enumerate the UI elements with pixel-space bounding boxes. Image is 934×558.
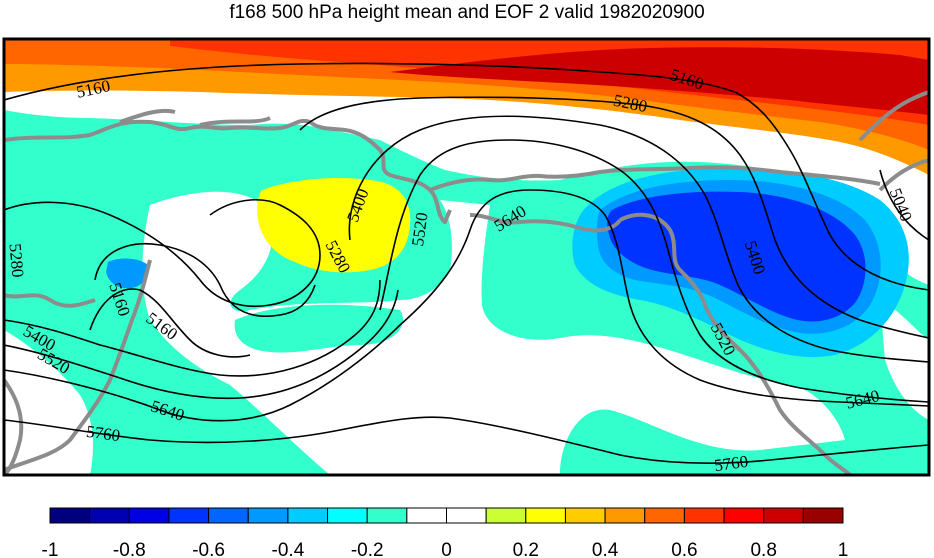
colorbar-tick-label: -0.6 <box>192 540 225 558</box>
colorbar-tick-label: 1 <box>838 540 849 558</box>
contour-5160-west <box>89 288 251 358</box>
contour-5160-west-loop <box>94 243 316 317</box>
shade-white-south <box>380 395 501 475</box>
contour-label: 5520 <box>408 211 432 247</box>
colorbar-bin <box>485 507 527 524</box>
map-title: f168 500 hPa height mean and EOF 2 valid… <box>229 2 705 23</box>
colorbar-tick-label: 0.6 <box>671 540 697 558</box>
colorbar: -1 -0.8 -0.6 -0.4 -0.2 0 0.2 0.4 0.6 0.8 1 <box>42 507 849 558</box>
colorbar-tick-label: -0.2 <box>351 540 384 558</box>
shade-white-north <box>4 70 929 286</box>
colorbar-bin <box>247 507 289 524</box>
coast-hudson <box>619 212 852 475</box>
shade-white-west <box>142 191 845 475</box>
coast-alaska <box>4 118 452 224</box>
colorbar-bin <box>128 507 170 524</box>
shade-blue-small <box>106 258 149 289</box>
shaded-field <box>4 39 929 475</box>
colorbar-bin <box>802 507 844 524</box>
height-contours <box>4 62 929 465</box>
contour-5520 <box>379 139 929 403</box>
contour-5760 <box>4 416 929 465</box>
shade-cyan-north-island <box>100 125 200 149</box>
contour-5520-west <box>4 289 399 400</box>
colorbar-bin <box>525 507 566 524</box>
contour-5040 <box>879 169 929 241</box>
colorbar-bin <box>406 507 448 524</box>
coast-greenland <box>858 90 929 192</box>
colorbar-tick-label: 0.4 <box>592 540 619 558</box>
colorbar-bin <box>208 507 249 524</box>
colorbar-bin <box>604 507 646 524</box>
shade-darkred-band <box>390 47 929 115</box>
shade-yellow <box>257 178 411 273</box>
coast-bering <box>119 108 271 127</box>
coast-aleutians <box>4 293 96 308</box>
colorbar-tick-label: -0.8 <box>113 540 146 558</box>
colorbar-bin <box>446 507 487 524</box>
colorbar-tick-label: 0.2 <box>513 540 539 558</box>
colorbar-tick-label: -1 <box>42 540 59 558</box>
colorbar-bin <box>89 507 130 524</box>
contour-label: 5760 <box>713 452 749 476</box>
colorbar-tick-label: 0.8 <box>750 540 776 558</box>
colorbar-bin <box>366 507 408 524</box>
colorbar-bin <box>683 507 725 524</box>
contour-5640 <box>4 189 929 422</box>
contour-5280-north <box>299 96 929 339</box>
colorbar-bin <box>564 507 606 524</box>
colorbar-tick-label: 0 <box>441 540 452 558</box>
contour-5400-north <box>348 115 929 363</box>
colorbar-bin <box>49 507 91 524</box>
colorbar-bin <box>644 507 685 524</box>
contour-5400-west <box>4 279 381 377</box>
colorbar-bin <box>763 507 804 524</box>
map-frame <box>2 37 931 477</box>
shade-cyan-west-island <box>234 304 404 353</box>
shade-blue-deep <box>607 191 866 322</box>
contour-5280-west-loop <box>4 199 321 308</box>
colorbar-bin <box>287 507 329 524</box>
coast-canada-arctic <box>429 165 881 192</box>
contour-label: 5280 <box>5 243 27 279</box>
coast-asia-south <box>4 378 24 475</box>
contour-label: 5760 <box>85 422 121 446</box>
colorbar-bin <box>723 507 765 524</box>
contour-5160-north <box>4 62 929 291</box>
coast-west-pacific <box>4 259 152 472</box>
colorbar-bin <box>327 507 368 524</box>
colorbar-tick-label: -0.4 <box>272 540 305 558</box>
coastlines <box>4 90 929 475</box>
coast-east <box>469 213 622 233</box>
colorbar-bin <box>168 507 210 524</box>
